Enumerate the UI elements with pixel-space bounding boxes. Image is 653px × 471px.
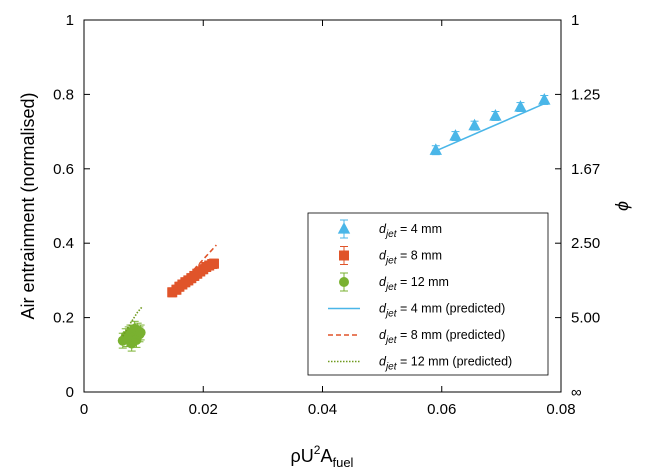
y-axis-title: Air entrainment (normalised): [18, 92, 38, 319]
y2-tick-label: 2.50: [571, 235, 600, 252]
legend-label-sub: jet: [384, 282, 398, 293]
x-axis-title-sup: 2: [314, 443, 321, 457]
x-axis-title-sub: fuel: [332, 455, 353, 470]
series-6: [122, 306, 143, 337]
legend-label-rest: = 12 mm: [397, 275, 449, 289]
y2-tick-label: 1: [571, 12, 579, 29]
y-tick-label: 1: [66, 12, 74, 29]
x-tick-labels: 0 0.02 0.04 0.06 0.08: [80, 401, 576, 418]
legend-marker: [339, 250, 349, 261]
legend-box: [307, 212, 549, 376]
legend-entry-5: djet = 8 mm (predicted): [328, 328, 505, 346]
y2-tick-label: ∞: [571, 384, 582, 401]
legend-entry-6: djet = 12 mm (predicted): [328, 355, 512, 373]
legend-label-sub: jet: [384, 335, 398, 346]
series-1: [429, 93, 551, 156]
legend-label-rest: = 4 mm: [397, 222, 443, 236]
legend-label: djet = 4 mm (predicted): [379, 302, 505, 320]
data-point: [489, 109, 502, 121]
legend-marker: [337, 222, 351, 234]
y-tick-label: 0.8: [53, 86, 74, 103]
legend-label-var: d: [379, 222, 387, 236]
legend-label-rest: = 12 mm (predicted): [397, 355, 513, 369]
y-tick-label: 0.4: [53, 235, 74, 252]
legend-label: djet = 4 mm: [379, 222, 442, 240]
x-tick-label: 0: [80, 401, 88, 418]
y-tick-labels: 0 0.2 0.4 0.6 0.8 1: [53, 12, 74, 401]
y2-tick-label: 5.00: [571, 310, 600, 327]
legend-marker: [339, 277, 349, 287]
x-tick-label: 0.08: [546, 401, 575, 418]
legend-label-sub: jet: [384, 309, 398, 320]
axis-ticks: [83, 19, 562, 393]
legend-label-rest: = 8 mm: [397, 249, 443, 263]
series-4: [435, 102, 545, 152]
data-point: [514, 100, 527, 112]
legend-label-rest: = 8 mm (predicted): [397, 328, 506, 342]
data-point: [468, 118, 481, 131]
data-point: [208, 258, 219, 269]
data-point: [429, 143, 442, 155]
data-point: [449, 129, 462, 141]
legend-entry-1: djet = 4 mm: [337, 219, 442, 240]
series-layer: [117, 93, 551, 352]
x-tick-label: 0.04: [308, 401, 337, 418]
x-tick-label: 0.06: [427, 401, 456, 418]
legend-entry-2: djet = 8 mm: [339, 246, 442, 267]
y-tick-label: 0.6: [53, 161, 74, 178]
legend-label-var: d: [379, 302, 387, 316]
series-line: [435, 102, 545, 152]
y-tick-label: 0.2: [53, 310, 74, 327]
legend-entry-3: djet = 12 mm: [339, 272, 449, 293]
legend-label: djet = 12 mm (predicted): [379, 355, 512, 373]
data-point: [538, 93, 551, 105]
legend-label: djet = 8 mm: [379, 249, 442, 267]
legend-label-sub: jet: [384, 256, 398, 267]
x-tick-label: 0.02: [189, 401, 218, 418]
legend-label-rest: = 4 mm (predicted): [397, 302, 506, 316]
x-axis-title: ρU2Afuel: [291, 443, 354, 470]
legend-label-sub: jet: [384, 362, 398, 373]
y2-tick-label: 1.25: [571, 86, 600, 103]
y-tick-label: 0: [66, 384, 74, 401]
legend-entry-4: djet = 4 mm (predicted): [328, 302, 505, 320]
y2-axis-title: ϕ: [612, 201, 632, 211]
legend-label-var: d: [379, 355, 387, 369]
legend-label-var: d: [379, 275, 387, 289]
data-point: [135, 327, 146, 338]
series-line: [171, 244, 217, 294]
series-5: [171, 244, 217, 294]
y2-tick-label: 1.67: [571, 161, 600, 178]
legend-label-var: d: [379, 328, 387, 342]
x-axis-title-after: A: [320, 446, 332, 466]
y2-tick-labels: ∞ 5.00 2.50 1.67 1.25 1: [571, 12, 600, 401]
legend-label-sub: jet: [384, 229, 398, 240]
legend-label: djet = 8 mm (predicted): [379, 328, 505, 346]
series-line: [122, 306, 143, 337]
series-3: [117, 320, 146, 352]
legend-label: djet = 12 mm: [379, 275, 449, 293]
legend-label-var: d: [379, 249, 387, 263]
x-axis-title-main: ρU: [291, 446, 314, 466]
